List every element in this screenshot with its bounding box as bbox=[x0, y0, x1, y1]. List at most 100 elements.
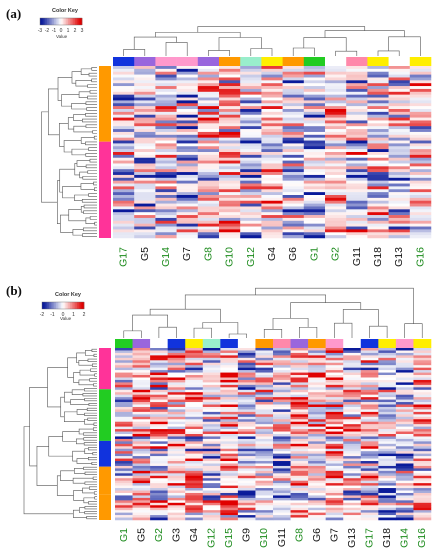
color-key-swatch bbox=[75, 302, 78, 309]
heatmap-cell bbox=[346, 157, 368, 161]
heatmap-cell bbox=[240, 91, 262, 95]
heatmap-cell bbox=[413, 443, 432, 447]
heatmap-cell bbox=[237, 468, 256, 472]
heatmap-cell bbox=[378, 355, 397, 359]
heatmap-cell bbox=[237, 483, 256, 486]
heatmap-cell bbox=[413, 492, 432, 496]
heatmap-cell bbox=[132, 465, 151, 469]
heatmap-cell bbox=[185, 490, 204, 494]
heatmap-cell bbox=[219, 91, 241, 95]
heatmap-cell bbox=[346, 88, 368, 93]
heatmap-cell bbox=[167, 431, 186, 435]
heatmap-cell bbox=[197, 80, 220, 84]
heatmap-cell bbox=[132, 355, 151, 359]
heatmap-cell bbox=[388, 229, 411, 233]
heatmap-cell bbox=[150, 492, 168, 496]
heatmap-cell bbox=[150, 480, 168, 484]
color-key-swatch bbox=[75, 18, 78, 25]
heatmap-cell bbox=[167, 461, 186, 464]
color-key-swatch bbox=[59, 302, 62, 309]
heatmap-cell bbox=[290, 404, 309, 408]
heatmap-cell bbox=[290, 515, 309, 518]
heatmap-cell bbox=[237, 365, 256, 368]
heatmap-cell bbox=[395, 375, 414, 378]
heatmap-cell bbox=[409, 129, 432, 133]
heatmap-cell bbox=[409, 172, 432, 176]
heatmap-cell bbox=[167, 490, 186, 494]
heatmap-cell bbox=[237, 502, 256, 506]
heatmap-cell bbox=[197, 83, 220, 87]
heatmap-cell bbox=[240, 74, 262, 78]
heatmap-cell bbox=[388, 217, 411, 222]
heatmap-cell bbox=[308, 461, 326, 464]
heatmap-cell bbox=[219, 154, 241, 158]
heatmap-cell bbox=[202, 367, 221, 371]
heatmap-cell bbox=[167, 451, 186, 454]
heatmap-cell bbox=[219, 94, 241, 98]
heatmap-cell bbox=[395, 475, 414, 479]
heatmap-cell bbox=[325, 186, 347, 190]
heatmap-cell bbox=[346, 77, 368, 81]
heatmap-cell bbox=[176, 232, 199, 236]
column-label: G3 bbox=[170, 528, 182, 542]
heatmap-cell bbox=[290, 502, 309, 506]
column-group-swatch bbox=[237, 339, 256, 348]
heatmap-cell bbox=[308, 419, 326, 422]
heatmap-cell bbox=[343, 500, 362, 504]
heatmap-cell bbox=[273, 409, 291, 413]
heatmap-cell bbox=[113, 88, 135, 93]
heatmap-cell bbox=[360, 431, 379, 435]
heatmap-cell bbox=[150, 426, 168, 430]
color-key-tick: -1 bbox=[52, 28, 57, 34]
heatmap-cell bbox=[282, 134, 305, 138]
heatmap-cell bbox=[134, 88, 156, 93]
color-key-tick: 0 bbox=[62, 312, 65, 318]
heatmap-cell bbox=[240, 157, 262, 161]
heatmap-cell bbox=[395, 470, 414, 474]
dendrogram-branch bbox=[73, 125, 93, 133]
heatmap-cell bbox=[197, 226, 220, 230]
heatmap-cell bbox=[273, 426, 291, 430]
color-key-swatch bbox=[57, 18, 60, 25]
heatmap-cell bbox=[367, 220, 389, 224]
heatmap-cell bbox=[237, 402, 256, 405]
heatmap-cell bbox=[388, 200, 411, 204]
heatmap-cell bbox=[132, 463, 151, 467]
dendrogram-branch bbox=[93, 353, 97, 357]
heatmap-cell bbox=[237, 404, 256, 408]
heatmap-cell bbox=[132, 379, 151, 383]
heatmap-cell bbox=[185, 384, 204, 388]
dendrogram-branch bbox=[85, 101, 97, 105]
heatmap-cell bbox=[360, 419, 379, 422]
heatmap-cell bbox=[219, 137, 241, 141]
dendrogram-branch bbox=[123, 49, 146, 56]
heatmap-cell bbox=[343, 357, 362, 361]
heatmap-cell bbox=[325, 377, 344, 381]
heatmap-cell bbox=[176, 126, 199, 130]
heatmap-cell bbox=[115, 461, 133, 464]
heatmap-cell bbox=[255, 360, 274, 363]
heatmap-cell bbox=[240, 77, 262, 81]
heatmap-cell bbox=[240, 203, 262, 207]
heatmap-cell bbox=[167, 365, 186, 368]
heatmap-cell bbox=[346, 123, 368, 127]
heatmap-cell bbox=[303, 152, 326, 156]
heatmap-cell bbox=[261, 154, 283, 158]
heatmap-cell bbox=[388, 154, 411, 158]
heatmap-cell bbox=[282, 172, 305, 176]
heatmap-cell bbox=[378, 382, 397, 386]
heatmap-cell bbox=[167, 448, 186, 452]
heatmap-cell bbox=[134, 220, 156, 224]
heatmap-cell bbox=[413, 409, 432, 413]
heatmap-cell bbox=[155, 197, 177, 201]
heatmap-cell bbox=[290, 348, 309, 351]
heatmap-cell bbox=[115, 352, 133, 356]
column-label: G6 bbox=[311, 528, 323, 542]
heatmap-cell bbox=[113, 106, 135, 110]
heatmap-cell bbox=[115, 409, 133, 413]
dendrogram-branch bbox=[82, 393, 97, 397]
dendrogram-branch bbox=[81, 199, 97, 203]
heatmap-cell bbox=[220, 473, 239, 477]
column-group-swatch bbox=[115, 339, 133, 348]
heatmap-cell bbox=[150, 468, 168, 472]
